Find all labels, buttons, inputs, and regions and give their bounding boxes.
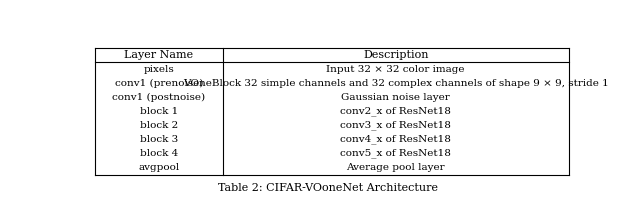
Text: pixels: pixels: [143, 65, 174, 74]
Text: Gaussian noise layer: Gaussian noise layer: [341, 93, 450, 102]
Text: conv1 (postnoise): conv1 (postnoise): [112, 93, 205, 102]
Text: conv4_x of ResNet18: conv4_x of ResNet18: [340, 135, 451, 144]
Text: Average pool layer: Average pool layer: [346, 163, 445, 172]
Text: avgpool: avgpool: [138, 163, 179, 172]
Text: conv3_x of ResNet18: conv3_x of ResNet18: [340, 121, 451, 130]
Text: Description: Description: [363, 50, 428, 60]
Text: block 4: block 4: [140, 149, 178, 158]
Text: conv5_x of ResNet18: conv5_x of ResNet18: [340, 149, 451, 158]
Text: block 1: block 1: [140, 107, 178, 116]
Text: VOneBlock 32 simple channels and 32 complex channels of shape 9 × 9, stride 1: VOneBlock 32 simple channels and 32 comp…: [183, 79, 609, 88]
Text: Table 2: CIFAR-VOoneNet Architecture: Table 2: CIFAR-VOoneNet Architecture: [218, 183, 438, 193]
Text: conv2_x of ResNet18: conv2_x of ResNet18: [340, 107, 451, 116]
Text: block 2: block 2: [140, 121, 178, 130]
Text: Input 32 × 32 color image: Input 32 × 32 color image: [326, 65, 465, 74]
Text: conv1 (prenoise): conv1 (prenoise): [115, 79, 203, 88]
Text: block 3: block 3: [140, 135, 178, 144]
Text: Layer Name: Layer Name: [124, 50, 193, 60]
